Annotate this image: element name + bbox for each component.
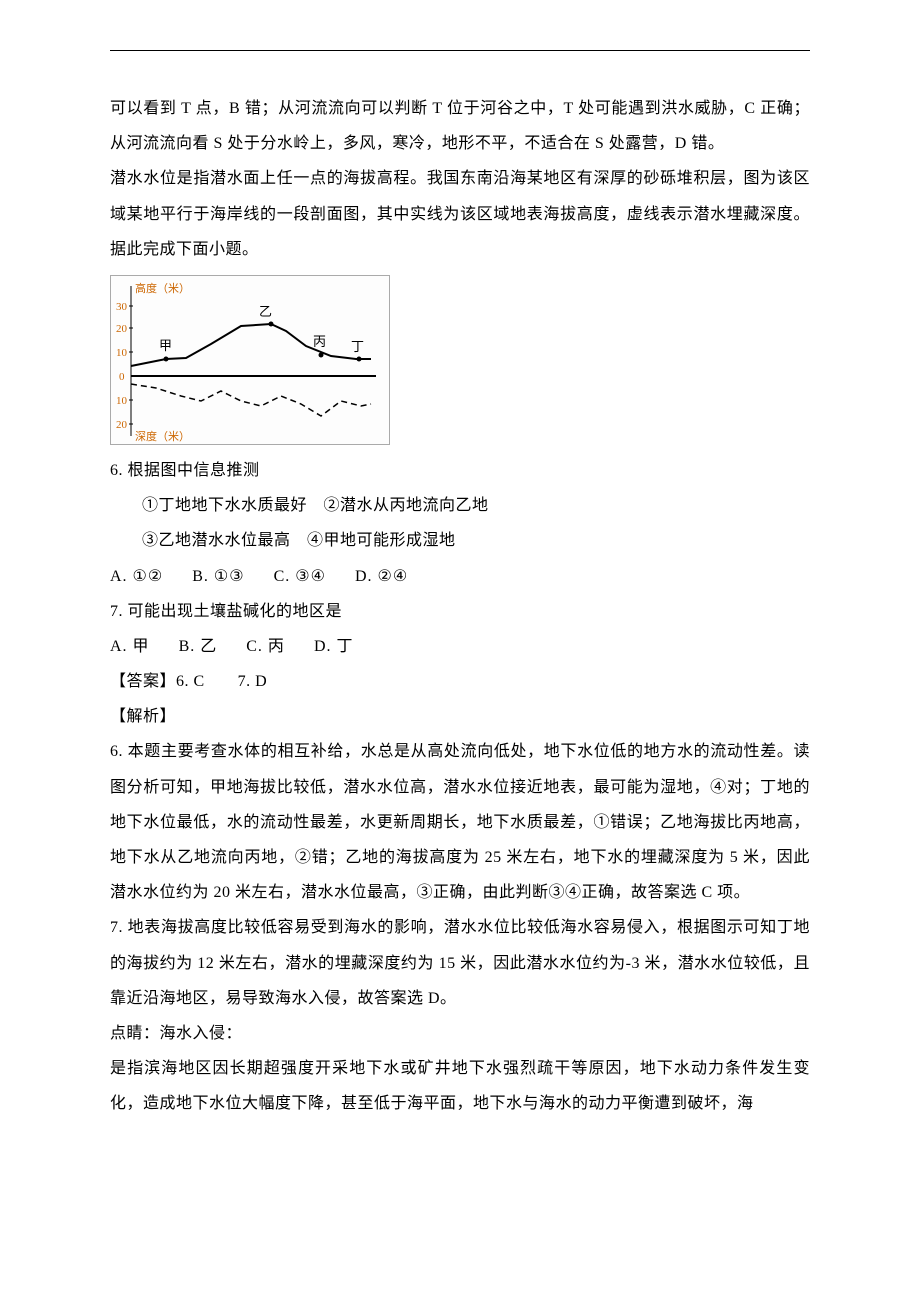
q6-stem: 6. 根据图中信息推测: [110, 453, 810, 488]
label-yi: 乙: [259, 304, 272, 319]
q6-opt-c: C. ③④: [274, 568, 326, 585]
q7-opt-c: C. 丙: [246, 638, 285, 655]
q7-stem: 7. 可能出现土壤盐碱化的地区是: [110, 594, 810, 629]
top-rule: [110, 50, 810, 51]
explain-label: 【解析】: [110, 699, 810, 734]
note-text: 是指滨海地区因长期超强度开采地下水或矿井地下水强烈疏干等原因，地下水动力条件发生…: [110, 1051, 810, 1121]
label-jia: 甲: [159, 338, 172, 353]
explain-7: 7. 地表海拔高度比较低容易受到海水的影响，潜水水位比较低海水容易侵入，根据图示…: [110, 910, 810, 1016]
q7-opt-b: B. 乙: [179, 638, 218, 655]
q6-opt-d: D. ②④: [355, 568, 408, 585]
svg-text:20: 20: [116, 419, 128, 431]
svg-text:20: 20: [116, 323, 128, 335]
q6-opt-a: A. ①②: [110, 568, 163, 585]
q7-opt-d: D. 丁: [314, 638, 354, 655]
label-bing: 丙: [313, 334, 326, 349]
x-axis-label: 深度（米）: [135, 429, 190, 443]
depth-line: [131, 384, 371, 416]
label-ding: 丁: [351, 339, 364, 354]
svg-text:10: 10: [116, 347, 128, 359]
intro-para-2: 潜水水位是指潜水面上任一点的海拔高程。我国东南沿海某地区有深厚的砂砾堆积层，图为…: [110, 161, 810, 267]
profile-chart: 高度（米） 30 20 10 0 10 20 甲 乙 丙 丁 深度（米）: [110, 275, 390, 445]
q6-sub2: ③乙地潜水水位最高 ④甲地可能形成湿地: [110, 523, 810, 558]
intro-para-1: 可以看到 T 点，B 错；从河流流向可以判断 T 位于河谷之中，T 处可能遇到洪…: [110, 91, 810, 161]
q6-sub1: ①丁地地下水水质最好 ②潜水从丙地流向乙地: [110, 488, 810, 523]
explain-6: 6. 本题主要考查水体的相互补给，水总是从高处流向低处，地下水位低的地方水的流动…: [110, 734, 810, 910]
note-label: 点睛：海水入侵：: [110, 1016, 810, 1051]
q6-opt-b: B. ①③: [192, 568, 244, 585]
svg-text:10: 10: [116, 395, 128, 407]
answer-line: 【答案】6. C 7. D: [110, 664, 810, 699]
svg-text:30: 30: [116, 301, 128, 313]
q6-options: A. ①② B. ①③ C. ③④ D. ②④: [110, 559, 810, 594]
q7-options: A. 甲 B. 乙 C. 丙 D. 丁: [110, 629, 810, 664]
y-axis-label: 高度（米）: [135, 281, 190, 295]
svg-text:0: 0: [119, 371, 125, 383]
q7-opt-a: A. 甲: [110, 638, 150, 655]
